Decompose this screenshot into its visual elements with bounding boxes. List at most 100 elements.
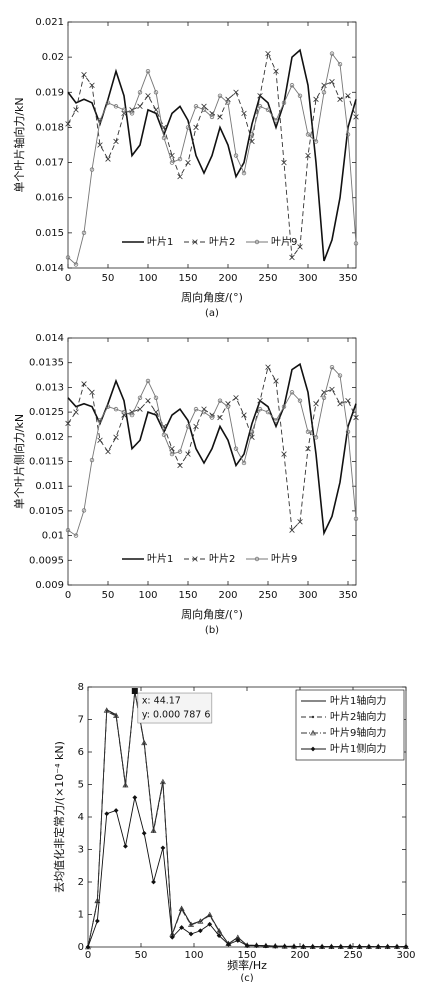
marker <box>73 533 79 538</box>
marker <box>313 96 319 102</box>
y-tick-label: 0.014 <box>35 333 64 344</box>
marker <box>394 944 400 950</box>
marker <box>141 830 147 836</box>
marker <box>188 921 194 927</box>
x-tick-label: 250 <box>258 273 277 284</box>
legend-marker <box>254 239 260 245</box>
marker <box>305 152 311 159</box>
series-line <box>67 362 357 537</box>
x-tick-label: 350 <box>338 590 357 601</box>
legend-marker <box>254 556 260 562</box>
legend-label: 叶片1 <box>147 235 173 248</box>
marker <box>310 944 316 950</box>
x-tick-label: 50 <box>102 273 115 284</box>
x-tick-label: 200 <box>290 950 309 961</box>
marker <box>161 135 167 141</box>
marker <box>201 103 207 110</box>
legend-label: 叶片1轴向力 <box>330 694 386 707</box>
marker <box>206 911 213 918</box>
marker <box>105 100 111 106</box>
marker <box>281 451 287 457</box>
plot-frame <box>67 21 357 269</box>
marker <box>282 943 288 949</box>
marker <box>65 121 71 127</box>
marker <box>103 707 110 713</box>
legend-label: 叶片1侧向力 <box>330 742 386 755</box>
y-tick-label: 7 <box>78 715 84 726</box>
x-tick-label: 200 <box>218 273 237 284</box>
legend-label: 叶片2 <box>209 552 235 565</box>
marker <box>345 132 351 137</box>
marker <box>329 79 335 85</box>
y-tick-label: 0.02 <box>42 52 64 63</box>
marker <box>145 398 151 404</box>
y-tick-label: 2 <box>78 877 84 888</box>
datatip-marker <box>131 688 138 695</box>
marker <box>105 404 111 409</box>
marker <box>104 811 110 817</box>
marker <box>129 111 135 116</box>
marker <box>137 406 143 412</box>
y-tick-label: 1 <box>78 910 84 921</box>
marker <box>145 68 151 74</box>
marker <box>145 378 151 384</box>
marker <box>226 942 231 947</box>
marker <box>249 429 255 435</box>
y-tick-label: 4 <box>78 812 84 823</box>
marker <box>201 409 207 415</box>
legend-marker <box>310 746 316 752</box>
marker <box>153 395 159 400</box>
marker <box>244 943 250 949</box>
marker <box>159 778 166 785</box>
marker <box>121 110 127 117</box>
x-tick-label: 100 <box>184 950 203 961</box>
marker <box>289 83 295 88</box>
marker <box>216 927 223 934</box>
marker <box>385 944 391 950</box>
marker <box>177 462 183 469</box>
y-tick-label: 0.016 <box>35 193 64 204</box>
marker <box>73 262 79 267</box>
caption: (b) <box>205 625 219 636</box>
marker <box>233 89 239 95</box>
marker <box>289 527 295 533</box>
marker <box>265 364 271 370</box>
x-tick-label: 50 <box>135 950 148 961</box>
x-axis-label: 频率/Hz <box>227 958 267 972</box>
x-tick-label: 100 <box>138 590 157 601</box>
y-tick-label: 0.0115 <box>29 457 64 468</box>
marker <box>81 72 87 78</box>
y-tick-label: 0.009 <box>35 580 64 591</box>
marker <box>329 51 335 56</box>
marker <box>89 389 95 396</box>
marker <box>97 418 103 423</box>
x-tick-label: 250 <box>343 950 362 961</box>
marker <box>353 114 359 120</box>
x-tick-label: 200 <box>218 590 237 601</box>
y-tick-label: 0.011 <box>35 481 64 492</box>
marker <box>97 142 103 148</box>
y-tick-label: 0.0095 <box>29 555 64 566</box>
marker <box>65 420 71 427</box>
marker <box>235 938 241 943</box>
marker <box>217 114 223 120</box>
marker <box>297 93 303 98</box>
legend-marker <box>192 239 198 245</box>
marker <box>353 414 359 421</box>
legend-label: 叶片9 <box>271 235 297 248</box>
marker <box>193 406 199 412</box>
marker <box>272 943 278 949</box>
legend-label: 叶片2轴向力 <box>330 710 386 723</box>
marker <box>169 160 175 165</box>
marker <box>289 254 295 261</box>
marker <box>185 451 191 457</box>
marker <box>281 159 287 166</box>
marker <box>94 897 101 904</box>
marker <box>65 255 71 260</box>
marker <box>305 429 311 435</box>
marker <box>121 409 127 415</box>
marker <box>201 107 207 113</box>
marker <box>94 918 100 924</box>
y-tick-label: 0.014 <box>35 263 64 274</box>
marker <box>241 110 247 117</box>
